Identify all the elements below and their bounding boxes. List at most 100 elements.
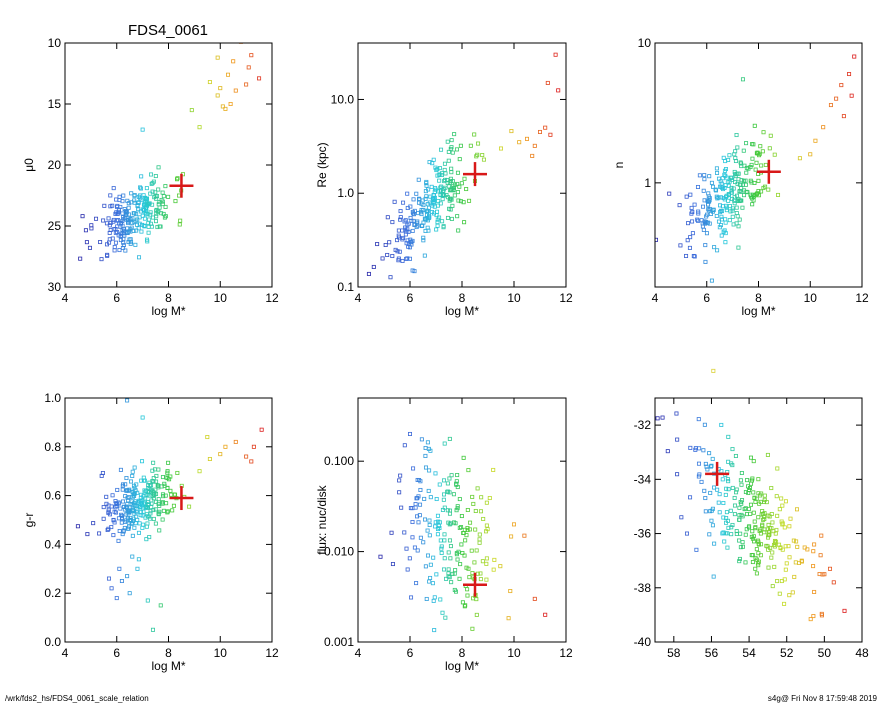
data-point [156,497,161,502]
data-point [737,517,742,522]
data-point [729,532,734,537]
data-point [441,497,446,502]
data-point [727,192,732,197]
data-point [767,514,772,519]
data-point [498,564,503,569]
data-point [725,531,730,536]
data-point [410,228,415,233]
data-point [107,237,112,242]
data-point [449,580,454,585]
data-point [124,212,129,217]
data-point [117,194,122,199]
data-point [808,152,813,157]
data-point [792,574,797,579]
x-tick-label: 8 [165,291,172,305]
data-point [471,501,476,506]
data-point [730,447,735,452]
data-point [712,541,717,546]
data-point [150,189,155,194]
data-point [145,505,150,510]
data-point [431,598,436,603]
data-point [684,531,689,536]
panel-3: 4 6 8 10 12 1 10 log M* n [612,36,869,318]
data-point [763,162,768,167]
data-point [177,222,182,227]
data-point [532,143,537,148]
data-point [171,503,176,508]
data-point [725,477,730,482]
data-point [769,486,774,491]
data-point [130,495,135,500]
data-point [419,207,424,212]
data-point [484,577,489,582]
data-point [139,478,144,483]
data-point [215,55,220,60]
data-point [687,245,692,250]
data-point [424,194,429,199]
data-point [732,201,737,206]
data-point [453,568,458,573]
data-point [408,215,413,220]
data-point [739,482,744,487]
data-point [702,198,707,203]
data-point [707,532,712,537]
x-axis-label: log M* [151,659,185,673]
data-point [735,214,740,219]
data-point [449,138,454,143]
data-point [450,571,455,576]
data-point [106,576,111,581]
data-point [759,189,764,194]
scatter-points [655,54,857,283]
data-point [163,204,168,209]
data-point [423,453,428,458]
data-point [525,136,530,141]
data-point [759,163,764,168]
data-point [715,170,720,175]
data-point [132,200,137,205]
data-point [737,217,742,222]
data-point [107,223,112,228]
data-point [734,133,739,138]
data-point [133,499,138,504]
y-axis-label: Re (kpc) [315,142,329,187]
data-point [161,500,166,505]
y-tick-label: 0.010 [324,545,354,559]
data-point [114,501,119,506]
data-point [75,524,80,529]
data-point [442,161,447,166]
data-point [772,540,777,545]
data-point [159,211,164,216]
data-point [834,96,839,101]
data-point [417,196,422,201]
data-point [508,589,513,594]
data-point [481,516,486,521]
data-point [842,608,847,613]
data-point [434,572,439,577]
data-point [153,174,158,179]
data-point [445,508,450,513]
x-tick-label: 4 [62,646,69,660]
data-point [779,496,784,501]
data-point [441,478,446,483]
data-point [116,209,121,214]
data-point [774,539,779,544]
data-point [78,256,83,261]
data-point [135,517,140,522]
data-point [762,527,767,532]
x-tick-label: 6 [113,291,120,305]
data-point [737,505,742,510]
x-tick-label: 10 [507,646,521,660]
data-point [730,214,735,219]
data-point [114,197,119,202]
data-point [753,525,758,530]
data-point [730,208,735,213]
data-point [396,256,401,261]
data-point [553,52,558,57]
data-point [207,456,212,461]
data-point [462,220,467,225]
data-point [732,512,737,517]
data-point [457,157,462,162]
data-point [743,532,748,537]
data-point [775,579,780,584]
data-point [744,512,749,517]
